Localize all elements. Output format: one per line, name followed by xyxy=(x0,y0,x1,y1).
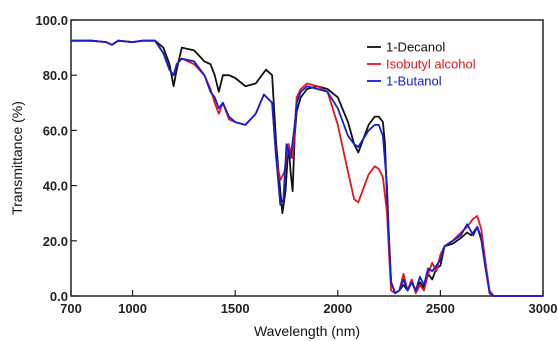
series-line-1 xyxy=(71,39,543,297)
x-tick-label: 1500 xyxy=(221,301,250,316)
series-line-2 xyxy=(71,39,543,297)
x-tick-label: 3000 xyxy=(529,301,558,316)
y-tick-label: 100.0 xyxy=(35,13,68,28)
y-tick-label: 60.0 xyxy=(43,123,68,138)
series-layer xyxy=(71,39,543,297)
y-axis-label: Transmittance (%) xyxy=(9,101,25,215)
y-tick-label: 40.0 xyxy=(43,179,68,194)
x-tick-label: 700 xyxy=(60,301,82,316)
legend-label: 1-Decanol xyxy=(386,40,445,55)
legend-label: 1-Butanol xyxy=(386,74,442,89)
x-axis-ticks: 700 1000 1500 2000 2500 3000 xyxy=(60,290,557,316)
plot-frame xyxy=(70,19,544,297)
y-tick-label: 80.0 xyxy=(43,68,68,83)
series-line-0 xyxy=(71,39,543,297)
y-tick-label: 20.0 xyxy=(43,234,68,249)
y-tick-label: 0.0 xyxy=(50,289,68,304)
x-tick-label: 1000 xyxy=(118,301,147,316)
x-tick-label: 2000 xyxy=(323,301,352,316)
x-tick-label: 2500 xyxy=(426,301,455,316)
y-axis-ticks: 0.0 20.0 40.0 60.0 80.0 100.0 xyxy=(35,13,77,304)
legend: 1-Decanol Isobutyl alcohol 1-Butanol xyxy=(367,40,476,89)
legend-label: Isobutyl alcohol xyxy=(386,57,476,72)
x-axis-label: Wavelength (nm) xyxy=(254,323,360,339)
